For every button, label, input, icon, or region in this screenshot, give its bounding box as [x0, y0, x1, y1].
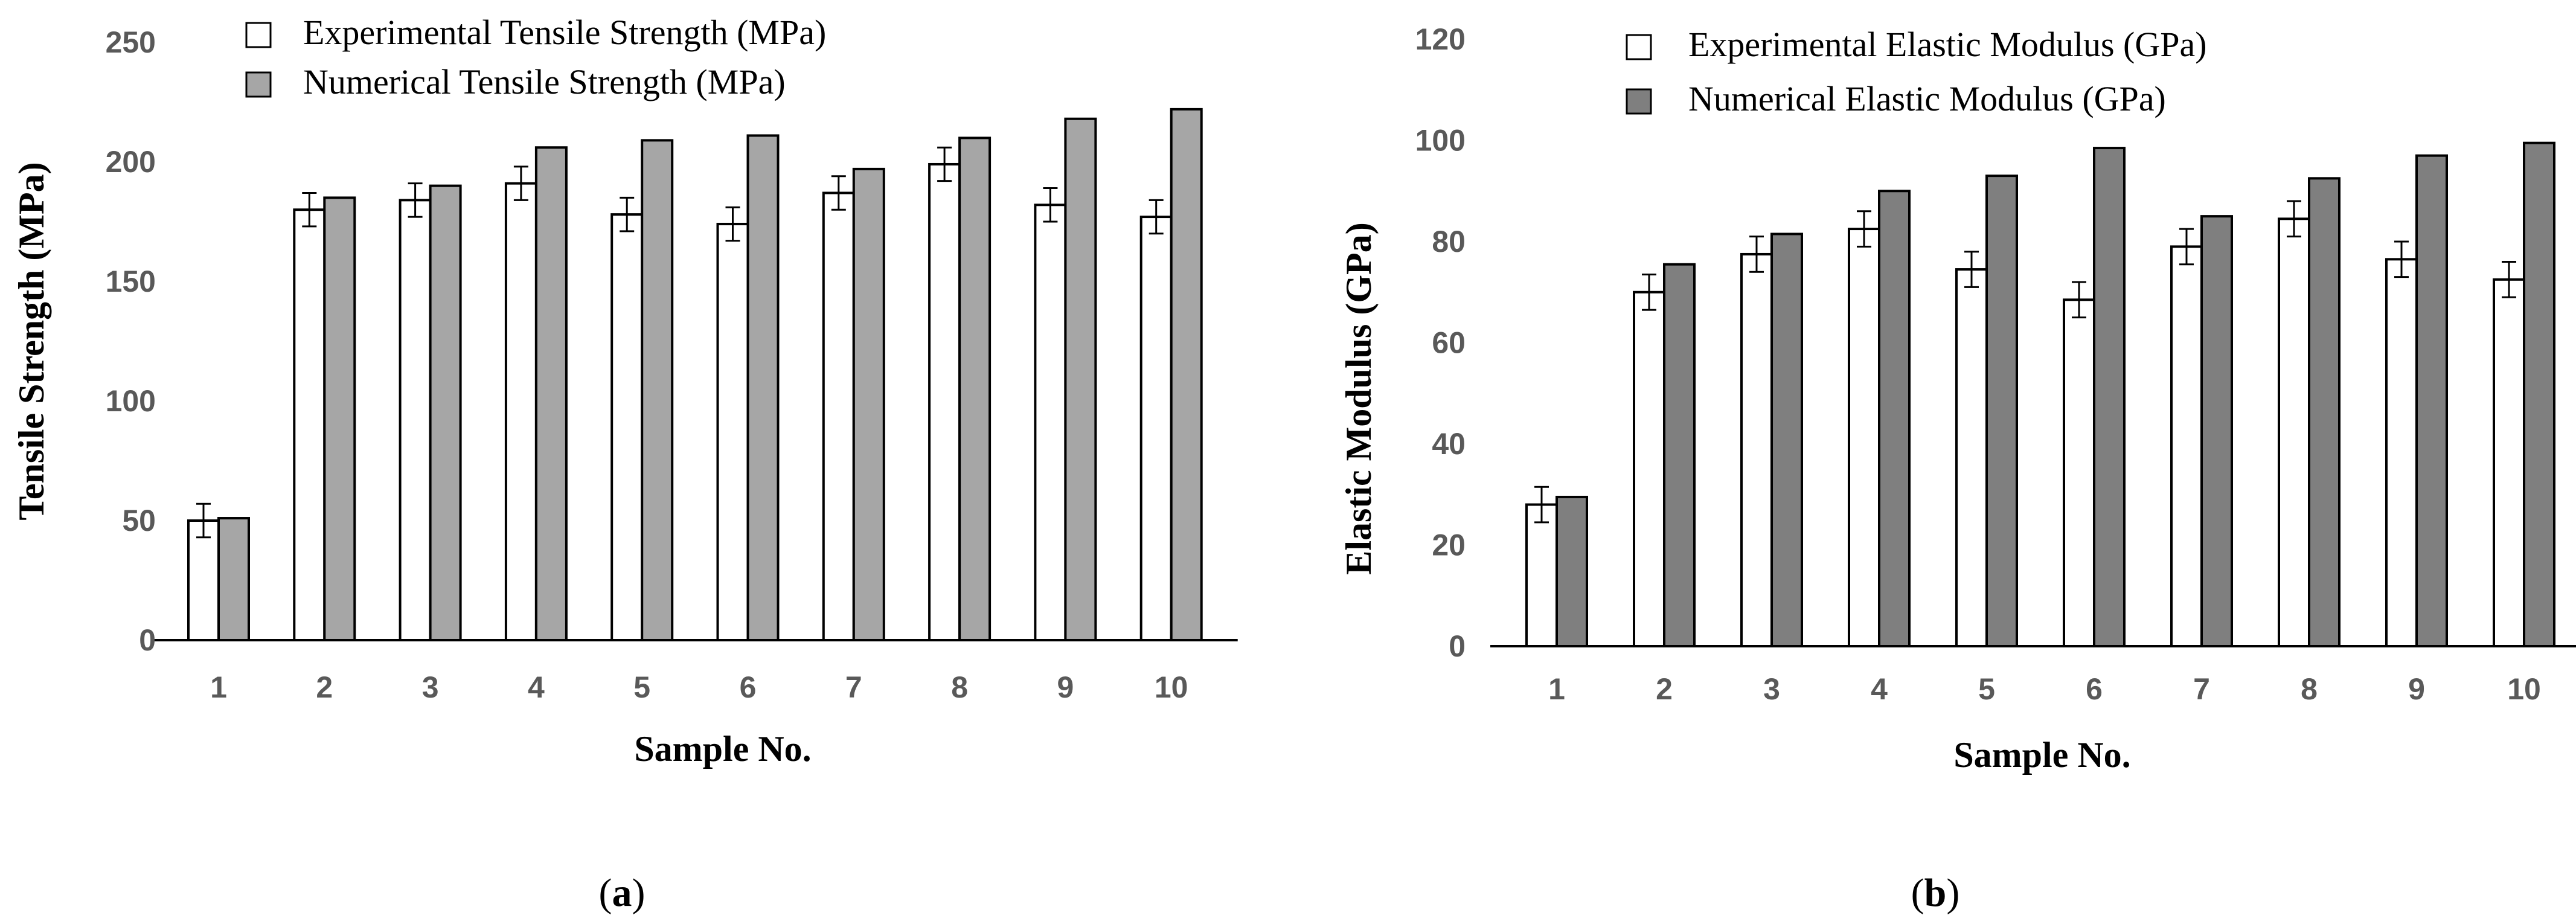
x-tick-label: 5 — [633, 670, 650, 704]
y-tick-label: 50 — [122, 504, 156, 538]
x-tick-label: 1 — [210, 670, 227, 704]
x-tick-label: 6 — [2086, 672, 2103, 706]
bar-experimental — [1848, 228, 1880, 647]
legend: Experimental Elastic Modulus (GPa) Numeri… — [1626, 25, 2207, 118]
bar-experimental — [822, 191, 855, 642]
legend-swatch — [1626, 88, 1652, 115]
bar-experimental — [1955, 268, 1988, 647]
bar-numerical — [2308, 177, 2341, 647]
bar-experimental — [504, 182, 537, 641]
legend-label: Numerical Elastic Modulus (GPa) — [1688, 79, 2166, 118]
y-tick-label: 100 — [106, 384, 156, 418]
x-tick-label: 6 — [740, 670, 757, 704]
x-tick-label: 3 — [422, 670, 439, 704]
y-tick-label: 0 — [139, 623, 156, 657]
bar-experimental — [1139, 216, 1173, 641]
y-tick-label: 150 — [106, 265, 156, 298]
legend-swatch — [1626, 34, 1652, 60]
chart-panel-a: 0 50 100 150 200 250 1 2 3 4 5 6 7 8 9 10 Sample No. Tens… — [11, 13, 1238, 915]
bar-numerical — [2523, 141, 2555, 647]
bar-experimental — [610, 213, 644, 641]
bar-numerical — [2415, 154, 2448, 647]
x-tick-label: 8 — [2301, 672, 2318, 706]
bar-experimental — [2170, 245, 2203, 647]
bar-numerical — [1170, 108, 1203, 641]
x-tick-label: 5 — [1978, 672, 1995, 706]
bar-experimental — [1525, 503, 1558, 647]
y-tick-label: 80 — [1432, 225, 1466, 258]
legend-label: Experimental Elastic Modulus (GPa) — [1688, 25, 2207, 64]
y-axis-title: Tensile Strength (MPa) — [11, 162, 51, 520]
bar-numerical — [641, 139, 674, 642]
panel-label-open: ( — [1911, 871, 1924, 915]
bar-numerical — [2200, 215, 2233, 647]
y-tick-label: 100 — [1415, 124, 1466, 158]
bar-numerical — [852, 167, 885, 641]
bar-numerical — [2093, 147, 2126, 647]
bar-numerical — [1556, 495, 1588, 647]
bar-numerical — [958, 136, 992, 641]
bar-numerical — [1663, 263, 1696, 647]
bar-experimental — [187, 519, 220, 641]
panel-label-open: ( — [599, 871, 612, 915]
bar-experimental — [2385, 258, 2418, 647]
bar-numerical — [1985, 175, 2018, 647]
y-tick-label: 200 — [106, 145, 156, 179]
panel-label: (b) — [1911, 871, 1960, 915]
bar-experimental — [293, 208, 326, 641]
y-tick-label: 0 — [1449, 629, 1466, 663]
x-axis-title: Sample No. — [1953, 735, 2130, 775]
x-tick-label: 7 — [2193, 672, 2210, 706]
y-axis-title: Elastic Modulus (GPa) — [1339, 222, 1379, 574]
y-tick-label: 120 — [1415, 22, 1466, 56]
x-tick-label: 9 — [1057, 670, 1074, 704]
x-tick-label: 3 — [1763, 672, 1780, 706]
bar-experimental — [1633, 290, 1665, 647]
legend-swatch — [245, 22, 272, 48]
x-tick-label: 7 — [845, 670, 862, 704]
bar-numerical — [1064, 117, 1097, 642]
x-tick-label: 4 — [528, 670, 545, 704]
bar-experimental — [716, 222, 749, 641]
bar-experimental — [1034, 204, 1067, 641]
legend-swatch — [245, 71, 272, 98]
bar-numerical — [1770, 233, 1803, 647]
bar-numerical — [534, 146, 568, 642]
x-axis-title: Sample No. — [634, 729, 811, 769]
bar-experimental — [2278, 217, 2310, 647]
bar-numerical — [217, 517, 250, 641]
panel-label-close: ) — [1946, 871, 1959, 915]
bar-numerical — [746, 134, 780, 641]
x-tick-label: 9 — [2408, 672, 2425, 706]
panel-label: (a) — [599, 871, 646, 915]
panel-label-letter: a — [612, 871, 632, 915]
chart-panel-b: 0 20 40 60 80 100 120 1 2 3 4 5 6 7 8 9 10 Sample No. Elas… — [1339, 22, 2576, 915]
panel-label-letter: b — [1924, 871, 1947, 915]
bar-experimental — [399, 199, 432, 641]
bar-numerical — [323, 196, 356, 641]
x-tick-label: 10 — [2507, 672, 2541, 706]
x-tick-label: 8 — [951, 670, 968, 704]
x-tick-label: 10 — [1155, 670, 1188, 704]
y-tick-label: 20 — [1432, 528, 1466, 562]
bar-experimental — [2493, 278, 2525, 647]
x-tick-label: 2 — [1656, 672, 1673, 706]
bar-experimental — [928, 162, 961, 641]
y-tick-label: 250 — [106, 25, 156, 59]
bar-numerical — [1878, 190, 1911, 647]
y-tick-label: 40 — [1432, 427, 1466, 461]
x-tick-label: 2 — [316, 670, 333, 704]
bar-numerical — [429, 184, 462, 642]
x-tick-label: 1 — [1548, 672, 1565, 706]
legend-label: Numerical Tensile Strength (MPa) — [303, 62, 786, 101]
bar-experimental — [2063, 298, 2095, 647]
legend-label: Experimental Tensile Strength (MPa) — [303, 13, 826, 52]
panel-label-close: ) — [632, 871, 646, 915]
x-tick-label: 4 — [1871, 672, 1888, 706]
y-tick-label: 60 — [1432, 326, 1466, 360]
bar-experimental — [1740, 252, 1773, 647]
legend: Experimental Tensile Strength (MPa) Numer… — [245, 13, 826, 101]
